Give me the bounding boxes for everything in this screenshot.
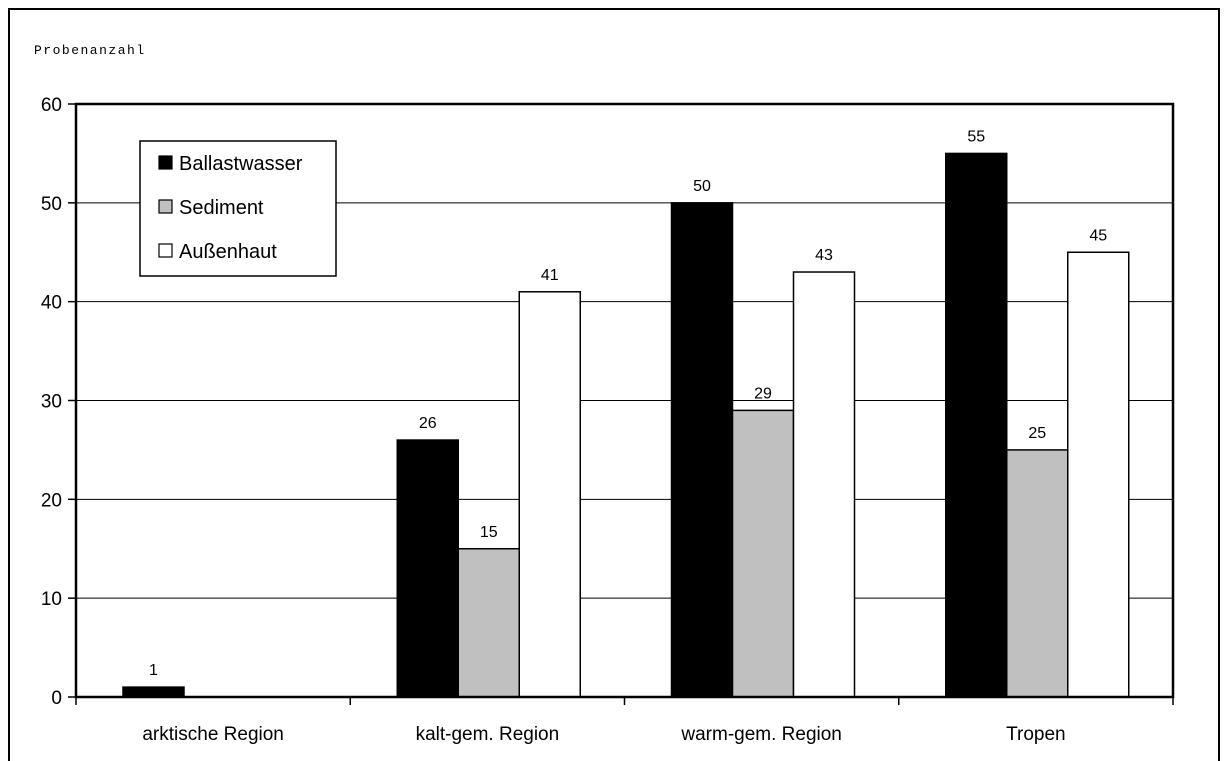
bar [396, 439, 459, 698]
y-tick-label: 30 [41, 392, 62, 413]
axes [68, 102, 1175, 705]
data-label: 26 [419, 415, 437, 432]
legend-label: Ballastwasser [179, 153, 303, 175]
legend-label: Sediment [179, 197, 264, 219]
bar [945, 152, 1008, 698]
bar [518, 291, 581, 698]
legend-label: Außenhaut [179, 241, 277, 263]
legend-box [139, 140, 337, 277]
data-label: 41 [541, 267, 559, 284]
y-tick-label: 40 [41, 293, 62, 314]
legend: Ballastwasser Sediment Außenhaut [139, 140, 337, 277]
data-label: 43 [815, 247, 833, 264]
data-label: 15 [480, 524, 498, 541]
data-label: 25 [1028, 425, 1046, 442]
x-tick-label: Tropen [1006, 724, 1066, 745]
data-label: 45 [1089, 227, 1107, 244]
bar [457, 548, 520, 698]
bar [1006, 449, 1069, 698]
legend-swatch [158, 155, 173, 170]
y-tick-label: 50 [41, 194, 62, 215]
x-tick-label: warm-gem. Region [680, 724, 842, 745]
bar [1067, 251, 1130, 698]
y-tick-label: 60 [41, 95, 62, 116]
y-tick-label: 0 [51, 688, 62, 709]
x-tick-label: arktische Region [142, 724, 284, 745]
legend-swatch [158, 243, 173, 258]
data-label: 50 [693, 178, 711, 195]
bar [731, 409, 795, 698]
bars [122, 152, 1130, 698]
x-tick-label: kalt-gem. Region [416, 724, 560, 745]
legend-swatch [158, 199, 173, 214]
y-tick-label: 20 [41, 490, 62, 511]
chart-frame [8, 8, 1220, 761]
y-tick-label: 10 [41, 589, 62, 610]
data-label: 1 [149, 662, 158, 679]
labels: 0 10 20 30 40 50 60 1 arktische Region 26 15 41 kalt… [41, 95, 1107, 745]
bar [122, 686, 185, 698]
data-label: 29 [754, 385, 772, 402]
bar [792, 271, 856, 698]
y-axis-label: Probenanzahl [34, 43, 146, 58]
bar [670, 202, 734, 698]
data-label: 55 [967, 128, 985, 145]
